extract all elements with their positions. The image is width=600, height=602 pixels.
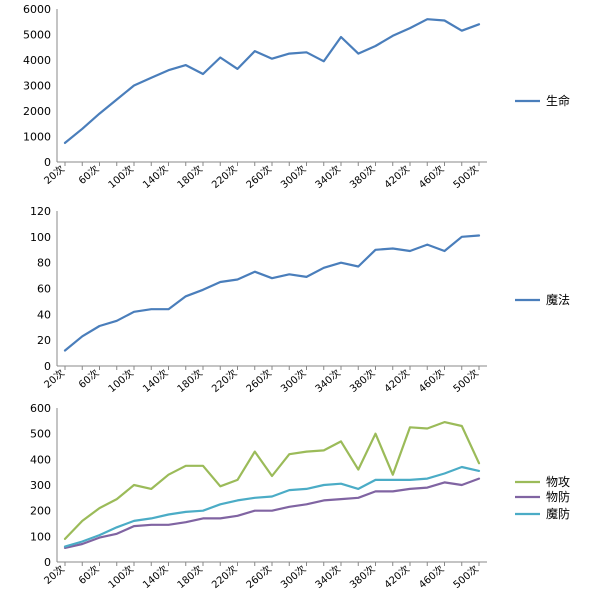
x-tick-label: 60次 (76, 162, 102, 187)
x-tick-label: 140次 (140, 562, 171, 591)
y-tick-label: 5000 (23, 29, 51, 42)
x-tick-label: 260次 (243, 562, 274, 591)
y-tick-label: 80 (37, 257, 51, 270)
series-line (63, 465, 481, 548)
y-tick-label: 0 (44, 556, 51, 569)
x-tick-label: 460次 (416, 366, 447, 395)
series-line (63, 18, 481, 144)
x-tick-label: 300次 (278, 562, 309, 591)
x-tick-label: 500次 (450, 162, 481, 191)
series-line (63, 421, 481, 540)
y-tick-label: 6000 (23, 3, 51, 16)
legend-label: 物攻 (546, 475, 570, 489)
x-tick-label: 260次 (243, 162, 274, 191)
x-tick-label: 500次 (450, 366, 481, 395)
x-tick-label: 500次 (450, 562, 481, 591)
y-tick-label: 600 (30, 402, 51, 415)
x-tick-label: 420次 (381, 366, 412, 395)
x-tick-label: 420次 (381, 162, 412, 191)
series-line (63, 234, 481, 352)
y-tick-label: 100 (30, 530, 51, 543)
y-tick-label: 60 (37, 283, 51, 296)
series-line (63, 477, 481, 549)
x-tick-label: 380次 (347, 162, 378, 191)
legend-label: 物防 (546, 489, 570, 504)
x-tick-label: 60次 (76, 562, 102, 587)
y-tick-label: 500 (30, 428, 51, 441)
x-tick-label: 220次 (209, 562, 240, 591)
x-tick-label: 300次 (278, 366, 309, 395)
legend-label: 魔防 (546, 506, 570, 521)
x-tick-label: 220次 (209, 162, 240, 191)
x-tick-label: 420次 (381, 562, 412, 591)
x-tick-label: 100次 (105, 162, 136, 191)
x-tick-label: 460次 (416, 162, 447, 191)
x-tick-label: 460次 (416, 562, 447, 591)
x-tick-label: 180次 (174, 366, 205, 395)
x-tick-label: 380次 (347, 366, 378, 395)
x-tick-label: 180次 (174, 562, 205, 591)
x-tick-label: 100次 (105, 366, 136, 395)
y-tick-label: 200 (30, 505, 51, 518)
legend-label: 魔法 (546, 292, 570, 307)
y-tick-label: 20 (37, 334, 51, 347)
x-tick-label: 340次 (312, 366, 343, 395)
x-tick-label: 260次 (243, 366, 274, 395)
y-tick-label: 1000 (23, 131, 51, 144)
x-tick-label: 340次 (312, 162, 343, 191)
y-tick-label: 3000 (23, 80, 51, 93)
y-tick-label: 100 (30, 231, 51, 244)
x-tick-label: 340次 (312, 562, 343, 591)
y-tick-label: 120 (30, 205, 51, 218)
y-tick-label: 0 (44, 360, 51, 373)
y-tick-label: 0 (44, 156, 51, 169)
y-tick-label: 40 (37, 308, 51, 321)
x-tick-label: 300次 (278, 162, 309, 191)
legend-label: 生命 (546, 93, 570, 108)
chart-panel-mp: 0 20 40 60 80 100 120 20次 60次 100次 140次 180次 220次 260… (0, 202, 600, 402)
x-tick-label: 140次 (140, 366, 171, 395)
y-tick-label: 4000 (23, 54, 51, 67)
y-tick-label: 2000 (23, 105, 51, 118)
chart-panel-hp: 0 1000 2000 3000 4000 5000 6000 20次 60次 100次 140次 1… (0, 0, 600, 202)
y-tick-label: 300 (30, 479, 51, 492)
y-tick-label: 400 (30, 453, 51, 466)
x-tick-label: 220次 (209, 366, 240, 395)
chart-panel-attack-defense: 0 100 200 300 400 500 600 20次 60次 100次 140次 180次 220… (0, 402, 600, 600)
x-tick-label: 180次 (174, 162, 205, 191)
x-tick-label: 380次 (347, 562, 378, 591)
x-tick-label: 100次 (105, 562, 136, 591)
x-tick-label: 60次 (76, 366, 102, 391)
x-tick-label: 140次 (140, 162, 171, 191)
